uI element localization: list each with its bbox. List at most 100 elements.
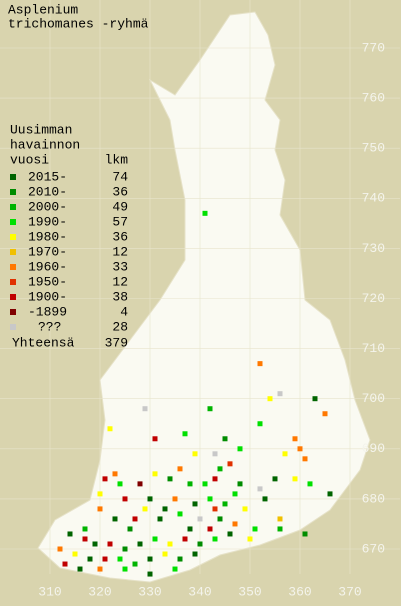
observation bbox=[257, 486, 263, 492]
observation bbox=[257, 361, 263, 367]
observation bbox=[112, 516, 118, 522]
legend-count: 57 bbox=[112, 214, 128, 229]
legend-label: 2010- bbox=[28, 184, 67, 199]
observation bbox=[162, 506, 168, 512]
legend-label: 1960- bbox=[28, 259, 67, 274]
observation bbox=[142, 506, 148, 512]
y-tick-label: 740 bbox=[362, 191, 385, 206]
observation bbox=[237, 481, 243, 487]
legend: 2015- 74 2010- 36 2000- 49 1990- 57 1980- 36 1970-… bbox=[10, 169, 128, 350]
observation bbox=[247, 536, 253, 542]
legend-swatch bbox=[10, 279, 16, 285]
observation bbox=[182, 536, 188, 542]
legend-heading: vuosi bbox=[10, 152, 49, 167]
observation bbox=[147, 556, 153, 562]
x-tick-label: 350 bbox=[238, 584, 261, 599]
total-count: 379 bbox=[105, 335, 128, 350]
observation bbox=[97, 506, 103, 512]
legend-swatch bbox=[10, 174, 16, 180]
observation bbox=[222, 501, 228, 507]
observation bbox=[232, 491, 238, 497]
observation bbox=[292, 436, 298, 442]
legend-swatch bbox=[10, 189, 16, 195]
title: Asplenium bbox=[8, 2, 78, 17]
legend-swatch bbox=[10, 324, 16, 330]
observation bbox=[167, 541, 173, 547]
legend-count: 36 bbox=[112, 184, 128, 199]
legend-count: 74 bbox=[112, 169, 128, 184]
observations bbox=[57, 210, 333, 577]
legend-label: 1900- bbox=[28, 289, 67, 304]
observation bbox=[297, 446, 303, 452]
observation bbox=[92, 541, 98, 547]
observation bbox=[72, 551, 78, 557]
observation bbox=[142, 406, 148, 412]
legend-label: 1970- bbox=[28, 244, 67, 259]
grid bbox=[0, 0, 400, 575]
observation bbox=[252, 526, 258, 532]
legend-label: 2015- bbox=[28, 169, 67, 184]
legend-swatch bbox=[10, 204, 16, 210]
x-tick-label: 360 bbox=[288, 584, 311, 599]
observation bbox=[207, 406, 213, 412]
legend-count: 36 bbox=[112, 229, 128, 244]
observation bbox=[177, 466, 183, 472]
observation bbox=[117, 556, 123, 562]
x-tick-label: 320 bbox=[88, 584, 111, 599]
observation bbox=[207, 496, 213, 502]
observation bbox=[167, 476, 173, 482]
observation bbox=[62, 561, 68, 567]
y-tick-label: 760 bbox=[362, 91, 385, 106]
observation bbox=[272, 476, 278, 482]
y-tick-label: 700 bbox=[362, 391, 385, 406]
y-tick-label: 720 bbox=[362, 291, 385, 306]
observation bbox=[122, 546, 128, 552]
observation bbox=[67, 531, 73, 537]
x-tick-label: 340 bbox=[188, 584, 211, 599]
observation bbox=[302, 456, 308, 462]
observation bbox=[217, 466, 223, 472]
observation bbox=[262, 496, 268, 502]
observation bbox=[177, 511, 183, 517]
x-tick-label: 330 bbox=[138, 584, 161, 599]
observation bbox=[97, 566, 103, 572]
observation bbox=[122, 566, 128, 572]
observation bbox=[212, 451, 218, 457]
observation bbox=[152, 471, 158, 477]
legend-heading: Uusimman bbox=[10, 122, 72, 137]
y-tick-label: 680 bbox=[362, 491, 385, 506]
legend-count: 12 bbox=[112, 244, 128, 259]
observation bbox=[82, 536, 88, 542]
observation bbox=[277, 526, 283, 532]
observation bbox=[277, 391, 283, 397]
observation bbox=[102, 476, 108, 482]
observation bbox=[182, 431, 188, 437]
observation bbox=[277, 516, 283, 522]
x-tick-label: 310 bbox=[38, 584, 61, 599]
legend-swatch bbox=[10, 309, 16, 315]
observation bbox=[137, 541, 143, 547]
observation bbox=[292, 476, 298, 482]
observation bbox=[232, 521, 238, 527]
observation bbox=[242, 506, 248, 512]
observation bbox=[267, 396, 273, 402]
y-tick-label: 690 bbox=[362, 441, 385, 456]
legend-swatch bbox=[10, 249, 16, 255]
observation bbox=[132, 516, 138, 522]
observation bbox=[132, 561, 138, 567]
legend-heading: lkm bbox=[105, 152, 129, 167]
y-tick-label: 710 bbox=[362, 341, 385, 356]
observation bbox=[172, 496, 178, 502]
observation bbox=[207, 526, 213, 532]
observation bbox=[57, 546, 63, 552]
legend-count: 28 bbox=[112, 319, 128, 334]
observation bbox=[77, 566, 83, 572]
observation bbox=[87, 556, 93, 562]
observation bbox=[237, 446, 243, 452]
observation bbox=[82, 526, 88, 532]
y-tick-label: 670 bbox=[362, 541, 385, 556]
observation bbox=[192, 551, 198, 557]
legend-heading: havainnon bbox=[10, 137, 80, 152]
observation bbox=[202, 481, 208, 487]
